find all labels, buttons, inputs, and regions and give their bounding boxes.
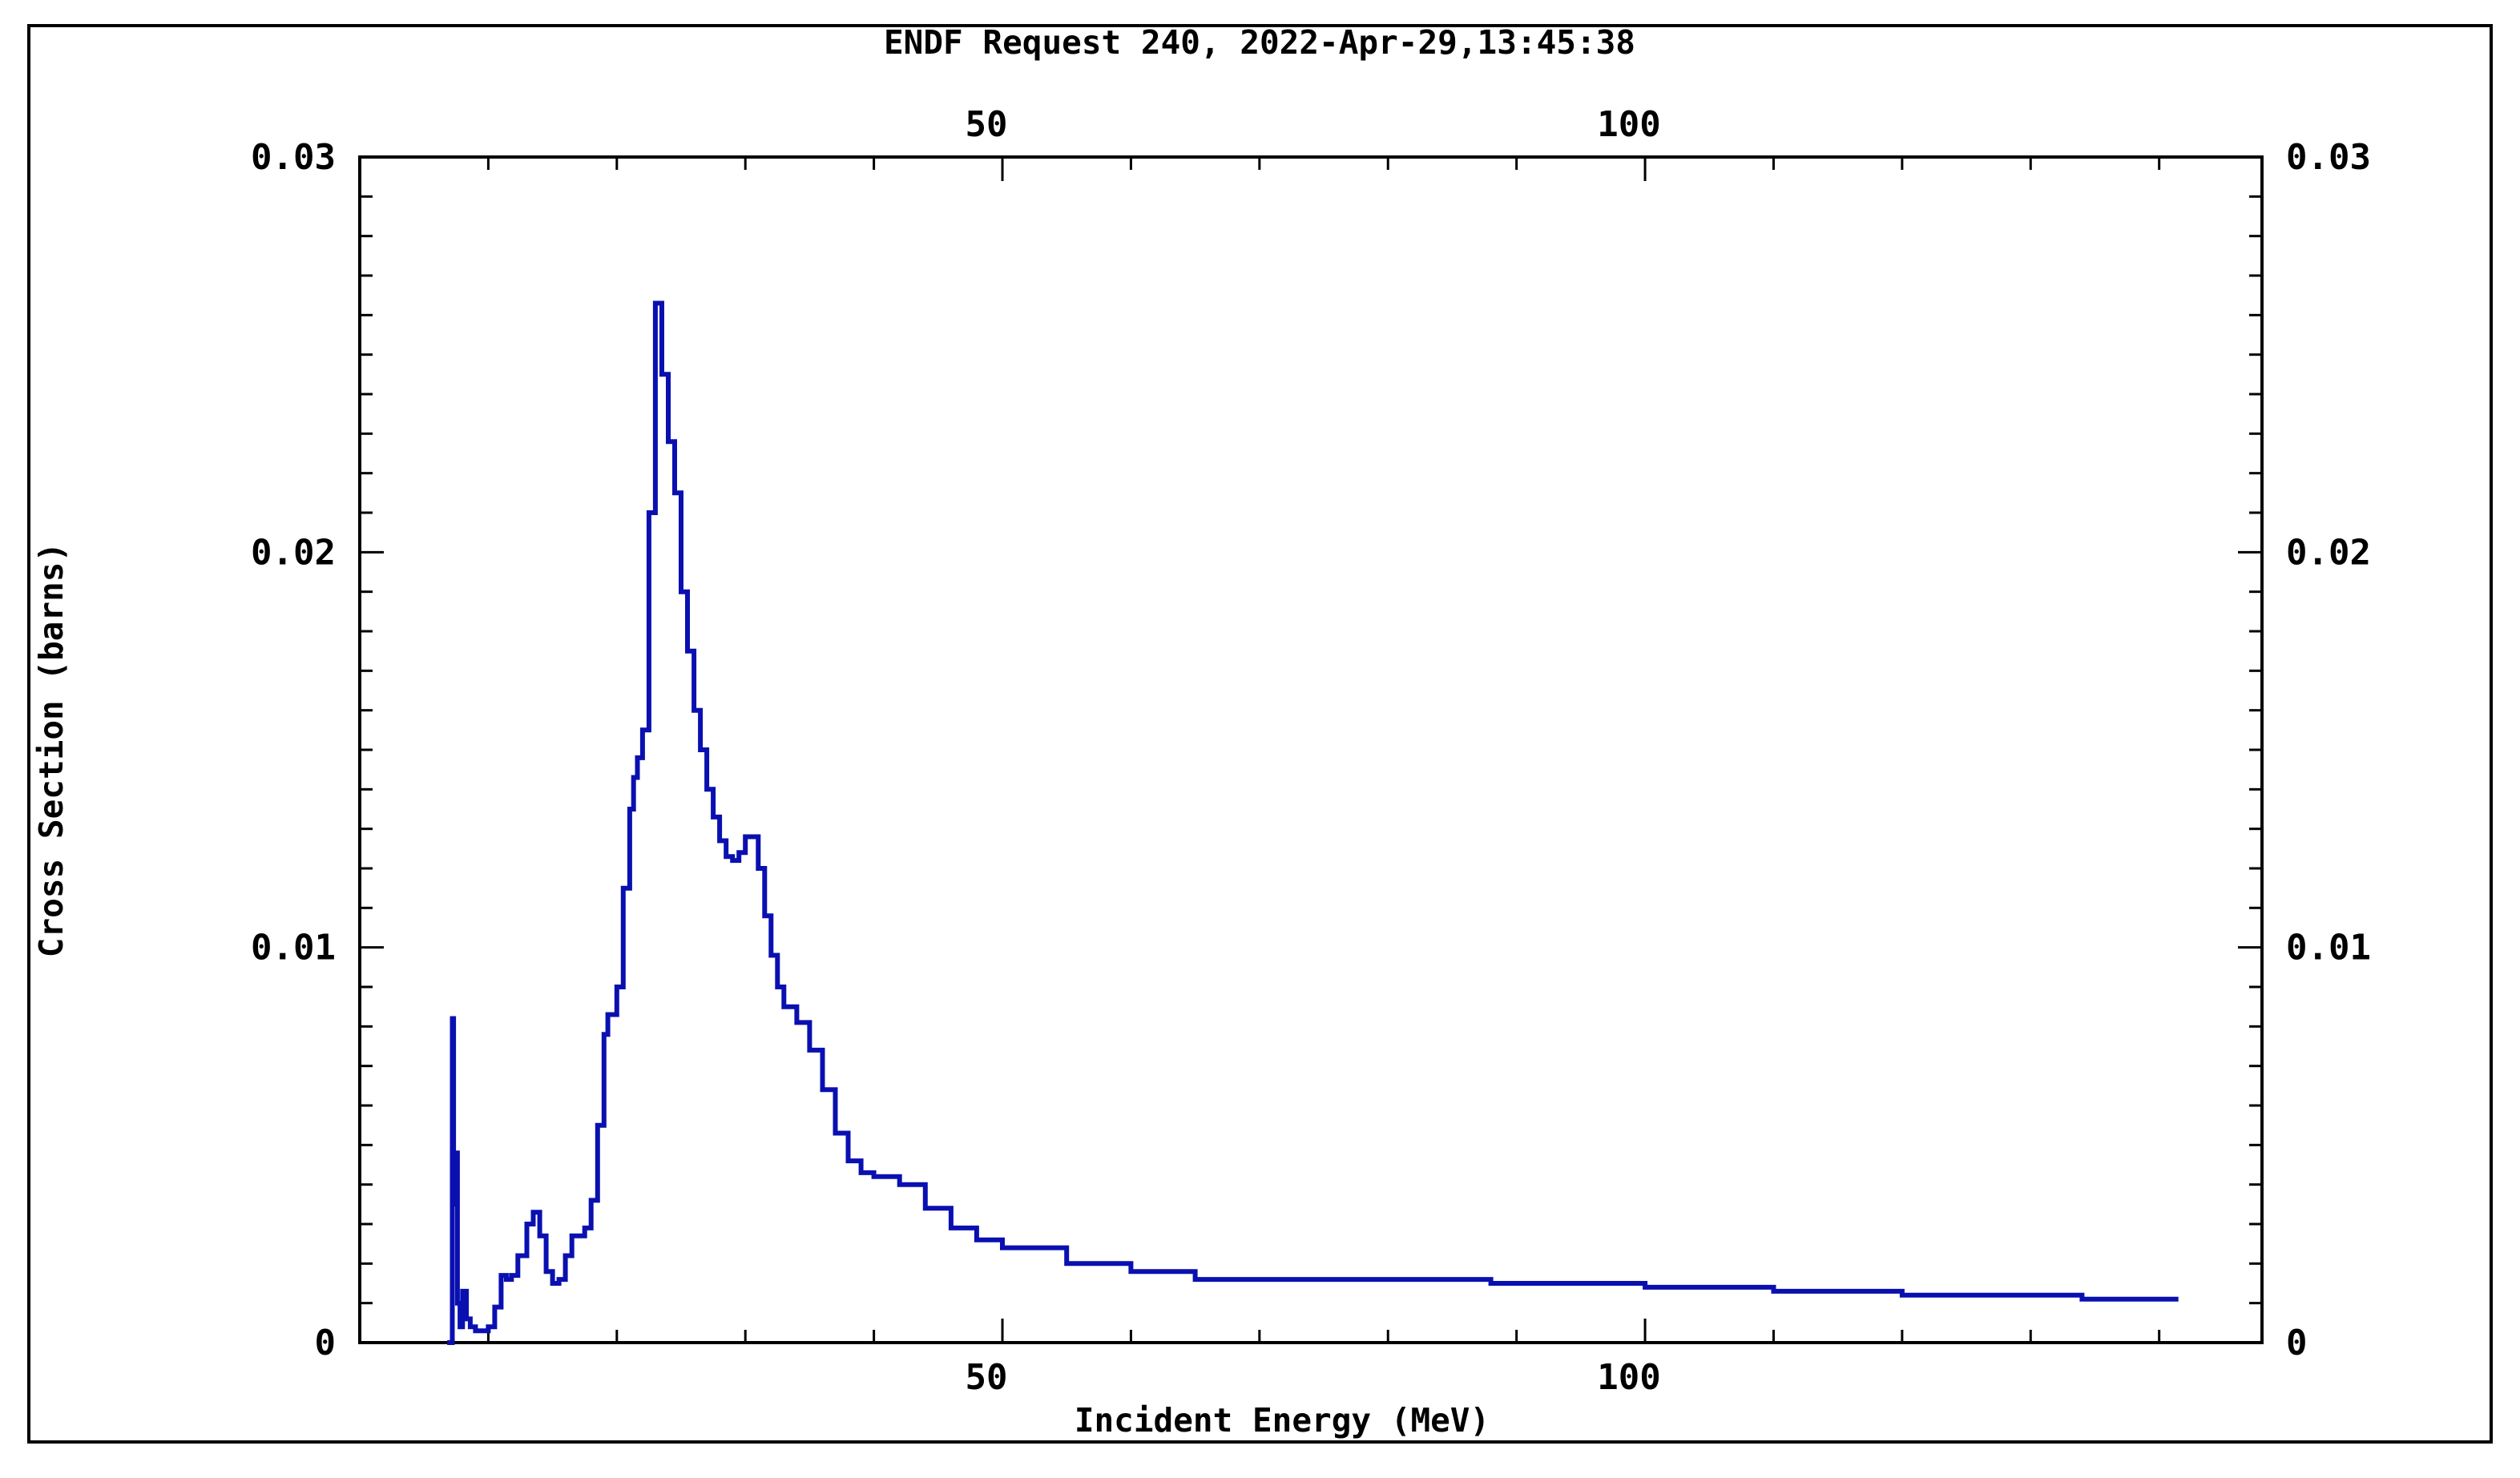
- y-tick-label-left: 0.01: [251, 928, 336, 969]
- outer-frame: [27, 24, 2493, 1444]
- x-tick-label-bottom: 50: [966, 1357, 1008, 1398]
- chart-title: ENDF Request 240, 2022-Apr-29,13:45:38: [884, 23, 1635, 62]
- y-tick-label-left: 0: [315, 1323, 337, 1363]
- y-tick-label-right: 0.01: [2286, 928, 2371, 969]
- x-axis-label: Incident Energy (MeV): [1075, 1401, 1490, 1440]
- y-axis-label: Cross Section (barns): [32, 542, 71, 957]
- plot-area: [358, 155, 2264, 1344]
- y-tick-label-left: 0.02: [251, 532, 336, 573]
- x-tick-label-top: 50: [966, 104, 1008, 145]
- y-tick-label-right: 0.02: [2286, 532, 2371, 573]
- x-tick-label-top: 100: [1597, 104, 1660, 145]
- axis-ticks: [360, 155, 2262, 1344]
- y-tick-label-right: 0.03: [2286, 137, 2371, 178]
- y-tick-label-left: 0.03: [251, 137, 336, 178]
- cross-section-series-line: [447, 300, 2179, 1345]
- x-tick-label-bottom: 100: [1597, 1357, 1660, 1398]
- axis-tick-labels: 0 0 0.01 0.01 0.02 0.02 0.03 0.03 50 50 100 100: [251, 104, 2371, 1398]
- y-tick-label-right: 0: [2286, 1323, 2308, 1363]
